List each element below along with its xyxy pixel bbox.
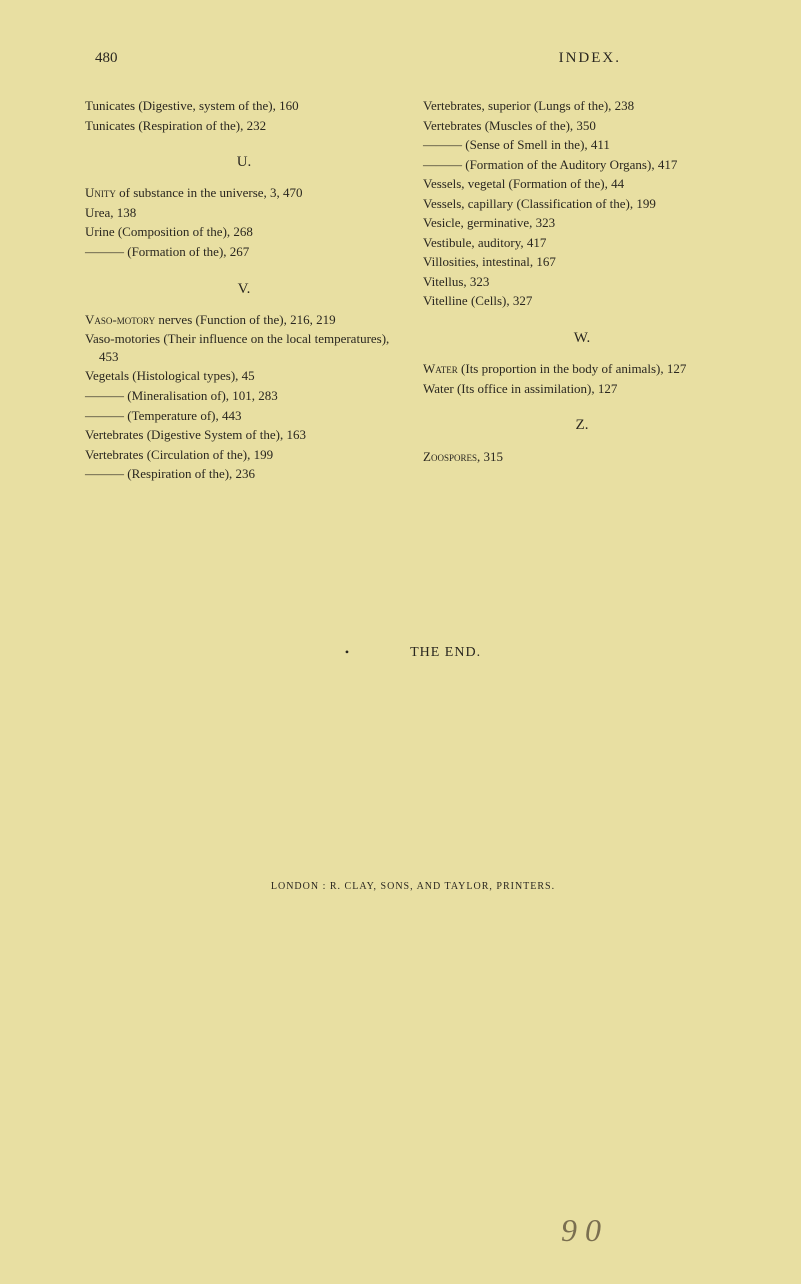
page-mark: 9 0 — [561, 1212, 601, 1249]
the-end-label: THE END. — [85, 645, 741, 661]
index-entry: Vessels, capillary (Classification of th… — [423, 195, 741, 213]
left-column: Tunicates (Digestive, system of the), 16… — [85, 97, 403, 485]
index-entry: ——— (Respiration of the), 236 — [85, 465, 403, 483]
entry-caps: Unity — [85, 185, 116, 200]
index-entry: Vaso-motory nerves (Function of the), 21… — [85, 311, 403, 329]
index-entry: Vesicle, germinative, 323 — [423, 214, 741, 232]
printer-line: LONDON : R. CLAY, SONS, AND TAYLOR, PRIN… — [85, 881, 741, 892]
index-entry: Water (Its office in assimilation), 127 — [423, 380, 741, 398]
index-entry: ——— (Mineralisation of), 101, 283 — [85, 387, 403, 405]
index-entry: Vestibule, auditory, 417 — [423, 234, 741, 252]
section-letter-z: Z. — [423, 415, 741, 435]
index-entry: Vertebrates (Digestive System of the), 1… — [85, 426, 403, 444]
index-entry: Vegetals (Histological types), 45 — [85, 367, 403, 385]
index-entry: ——— (Sense of Smell in the), 411 — [423, 136, 741, 154]
index-entry: Zoospores, 315 — [423, 448, 741, 466]
index-entry: ——— (Formation of the Auditory Organs), … — [423, 156, 741, 174]
index-entry: Water (Its proportion in the body of ani… — [423, 360, 741, 378]
page-header: 480 INDEX. — [85, 50, 741, 67]
index-entry: Urea, 138 — [85, 204, 403, 222]
entry-caps: Water — [423, 361, 458, 376]
index-entry: Tunicates (Respiration of the), 232 — [85, 117, 403, 135]
index-entry: Villosities, intestinal, 167 — [423, 253, 741, 271]
index-entry: Vertebrates (Muscles of the), 350 — [423, 117, 741, 135]
index-entry: Vaso-motories (Their influence on the lo… — [85, 330, 403, 365]
index-entry: Vessels, vegetal (Formation of the), 44 — [423, 175, 741, 193]
index-entry: ——— (Formation of the), 267 — [85, 243, 403, 261]
index-entry: Tunicates (Digestive, system of the), 16… — [85, 97, 403, 115]
section-letter-v: V. — [85, 279, 403, 299]
right-column: Vertebrates, superior (Lungs of the), 23… — [423, 97, 741, 485]
entry-caps: Zoospores — [423, 449, 477, 464]
header-title: INDEX. — [559, 50, 621, 67]
index-entry: Vertebrates, superior (Lungs of the), 23… — [423, 97, 741, 115]
section-letter-u: U. — [85, 152, 403, 172]
index-entry: ——— (Temperature of), 443 — [85, 407, 403, 425]
section-letter-w: W. — [423, 328, 741, 348]
index-entry: Vitellus, 323 — [423, 273, 741, 291]
index-columns: Tunicates (Digestive, system of the), 16… — [85, 97, 741, 485]
entry-caps: Vaso-motory — [85, 312, 155, 327]
index-entry: Vertebrates (Circulation of the), 199 — [85, 446, 403, 464]
page-number: 480 — [95, 50, 118, 67]
index-entry: Vitelline (Cells), 327 — [423, 292, 741, 310]
index-entry: Unity of substance in the universe, 3, 4… — [85, 184, 403, 202]
index-entry: Urine (Composition of the), 268 — [85, 223, 403, 241]
